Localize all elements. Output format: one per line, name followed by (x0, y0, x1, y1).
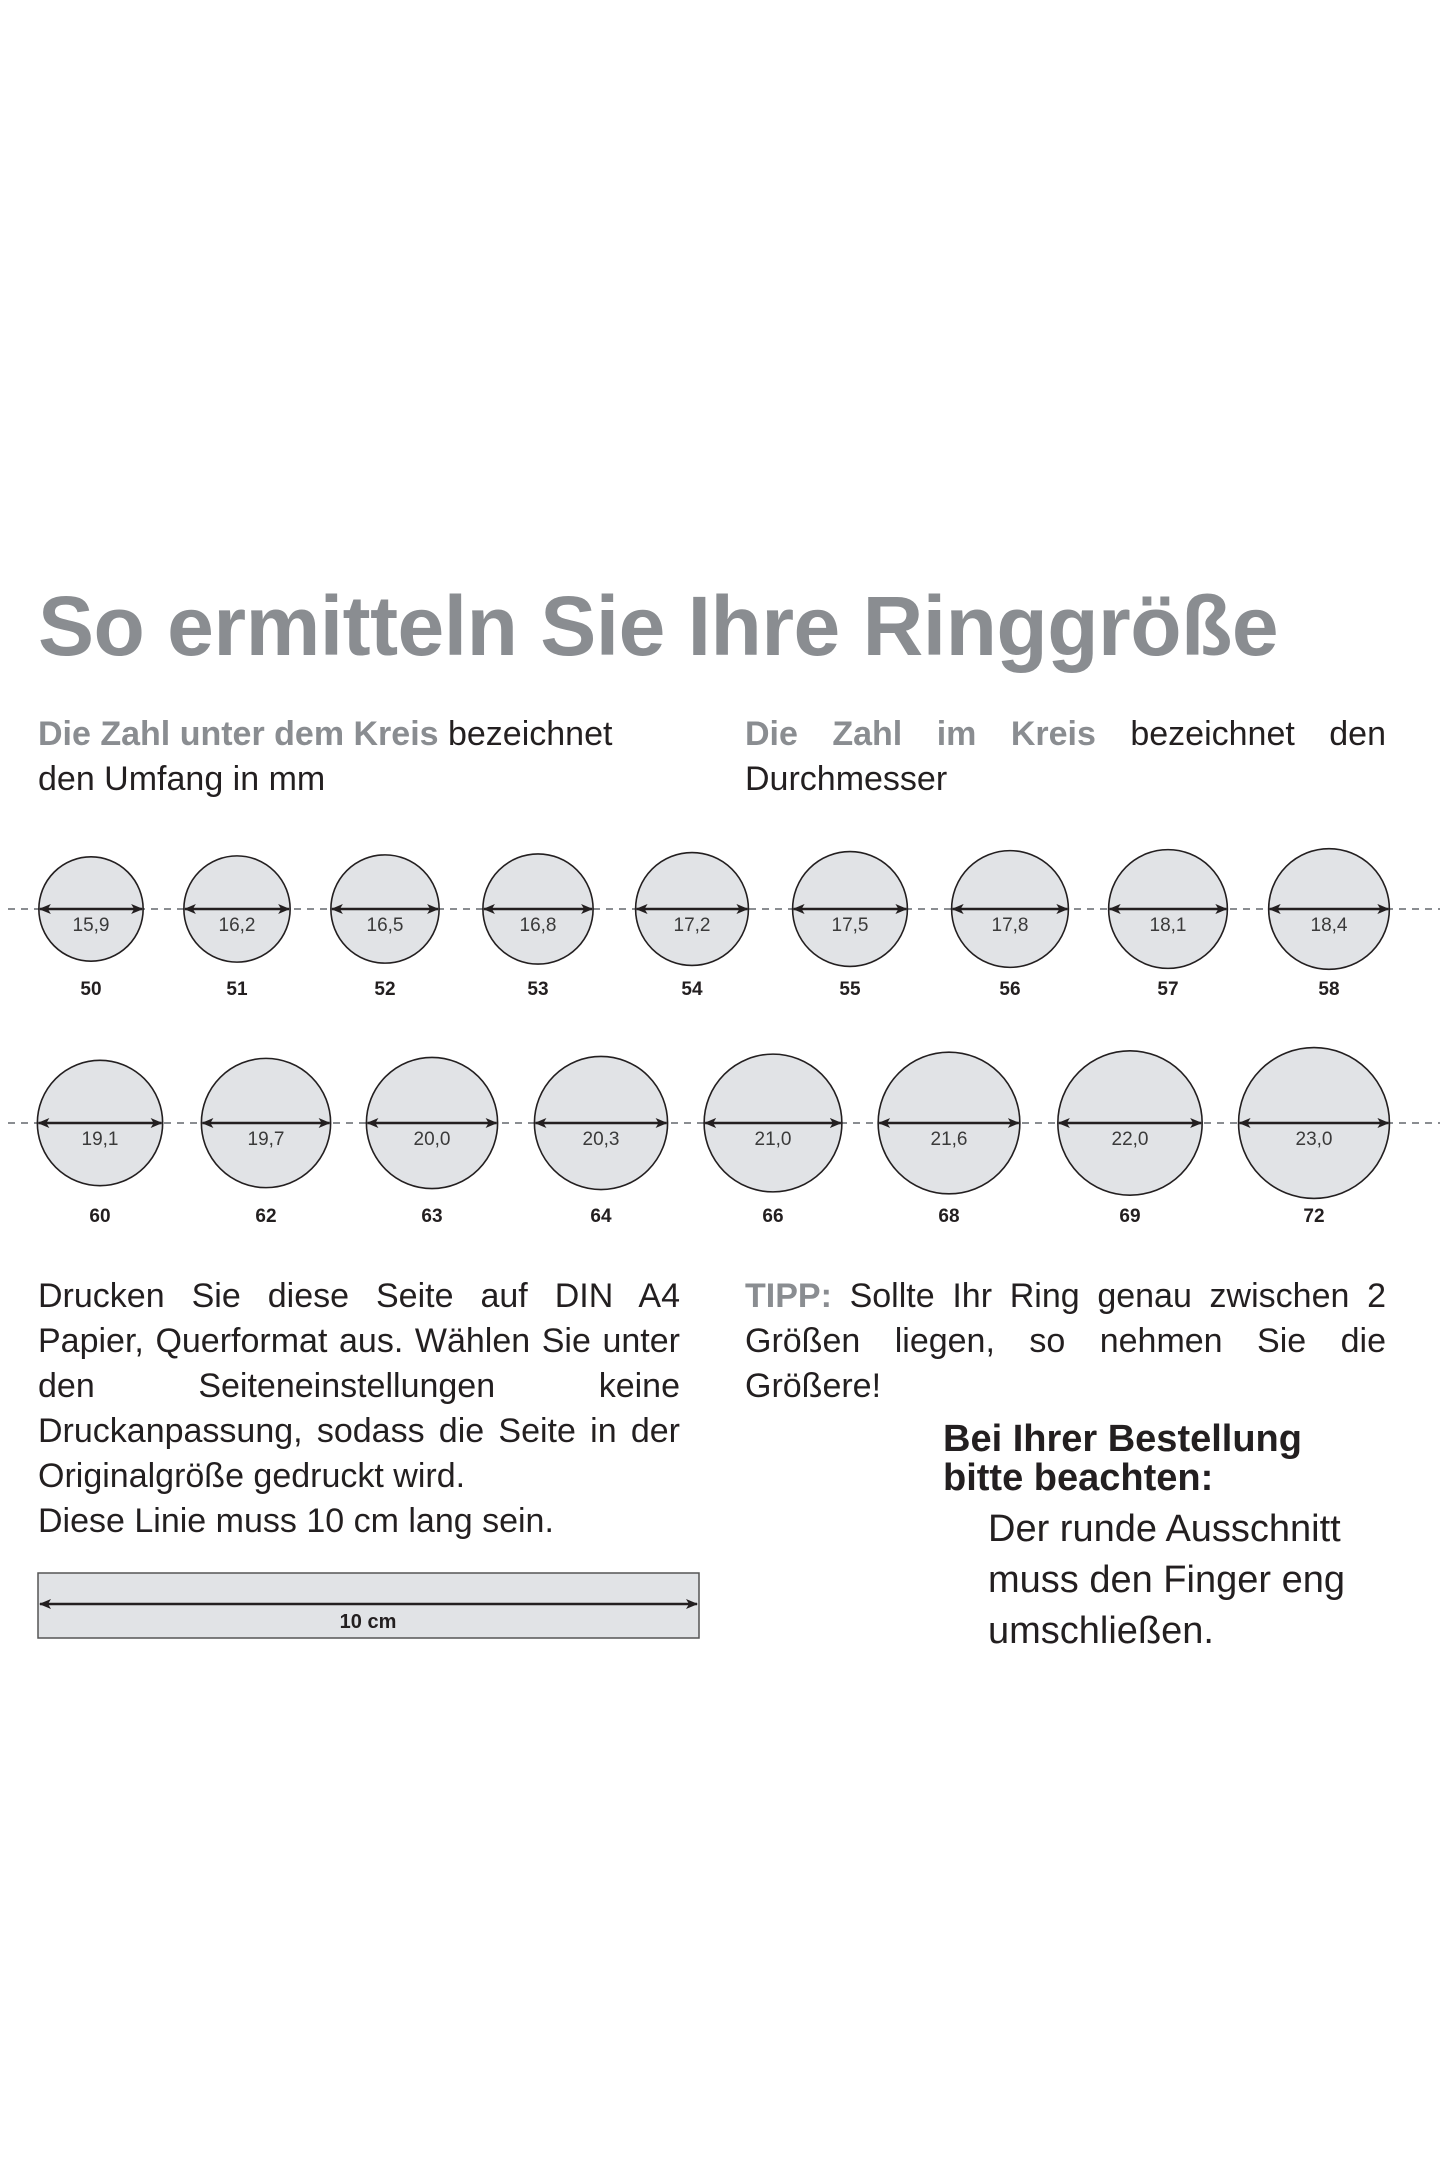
notice-line: Der runde Ausschnitt (988, 1508, 1341, 1550)
size-label: 50 (80, 979, 101, 1000)
diameter-label: 17,2 (674, 915, 711, 936)
size-label: 52 (374, 979, 395, 1000)
diameter-label: 21,6 (931, 1129, 968, 1150)
diameter-label: 19,1 (82, 1129, 119, 1150)
legend-highlight: Die Zahl im Kreis (745, 715, 1096, 753)
size-label: 63 (421, 1206, 442, 1227)
diameter-label: 19,7 (248, 1129, 285, 1150)
size-label: 72 (1303, 1206, 1324, 1227)
diameter-label: 22,0 (1112, 1129, 1149, 1150)
legend-text: bezeichnet den (1095, 715, 1387, 753)
diameter-label: 16,2 (219, 915, 256, 936)
instructions-line-text: Diese Linie muss 10 cm lang sein. (38, 1502, 554, 1540)
legend-diameter: Die Zahl im Kreis bezeichnet den Durchmes… (745, 712, 1386, 802)
tip-text: TIPP: Sollte Ihr Ring genau zwischen 2 G… (745, 1274, 1386, 1409)
legend-text: bezeichnet (438, 715, 613, 753)
legend-text: Durchmesser (745, 760, 948, 798)
size-label: 54 (681, 979, 703, 1000)
diameter-label: 16,8 (520, 915, 557, 936)
size-label: 64 (590, 1206, 612, 1227)
diameter-label: 20,3 (583, 1129, 620, 1150)
size-label: 58 (1318, 979, 1339, 1000)
tip-body: Sollte Ihr Ring genau zwischen 2 Größen … (745, 1277, 1386, 1405)
print-instructions: Drucken Sie diese Seite auf DIN A4 Papie… (38, 1274, 680, 1544)
size-label: 57 (1157, 979, 1178, 1000)
size-label: 60 (89, 1206, 110, 1227)
legend-circumference: Die Zahl unter dem Kreis bezeichnet den U… (38, 712, 680, 802)
size-label: 66 (762, 1206, 783, 1227)
diameter-label: 15,9 (73, 915, 110, 936)
diameter-label: 18,4 (1311, 915, 1348, 936)
size-label: 55 (839, 979, 861, 1000)
notice-title-line: Bei Ihrer Bestellung (943, 1418, 1302, 1460)
diameter-label: 21,0 (755, 1129, 792, 1150)
diameter-label: 20,0 (414, 1129, 451, 1150)
notice-body: Der runde Ausschnitt muss den Finger eng… (988, 1504, 1345, 1657)
notice-line: muss den Finger eng (988, 1559, 1345, 1601)
notice-title: Bei Ihrer Bestellung bitte beachten: (943, 1420, 1302, 1498)
size-label: 56 (999, 979, 1020, 1000)
ruler-label: 10 cm (340, 1611, 397, 1633)
notice-line: umschließen. (988, 1610, 1214, 1652)
size-label: 68 (938, 1206, 959, 1227)
diameter-label: 18,1 (1150, 915, 1187, 936)
instructions-text: Drucken Sie diese Seite auf DIN A4 Papie… (38, 1277, 680, 1495)
diameter-label: 17,8 (992, 915, 1029, 936)
size-label: 51 (226, 979, 248, 1000)
size-label: 53 (527, 979, 548, 1000)
page-title: So ermitteln Sie Ihre Ringgröße (38, 579, 1279, 673)
diameter-label: 23,0 (1296, 1129, 1333, 1150)
diameter-label: 17,5 (832, 915, 869, 936)
notice-title-line: bitte beachten: (943, 1457, 1214, 1499)
legend-text: den Umfang in mm (38, 760, 326, 798)
diameter-label: 16,5 (367, 915, 404, 936)
size-label: 69 (1119, 1206, 1140, 1227)
legend-highlight: Die Zahl unter dem Kreis (38, 715, 439, 753)
tip-label: TIPP: (745, 1277, 832, 1315)
size-label: 62 (255, 1206, 276, 1227)
